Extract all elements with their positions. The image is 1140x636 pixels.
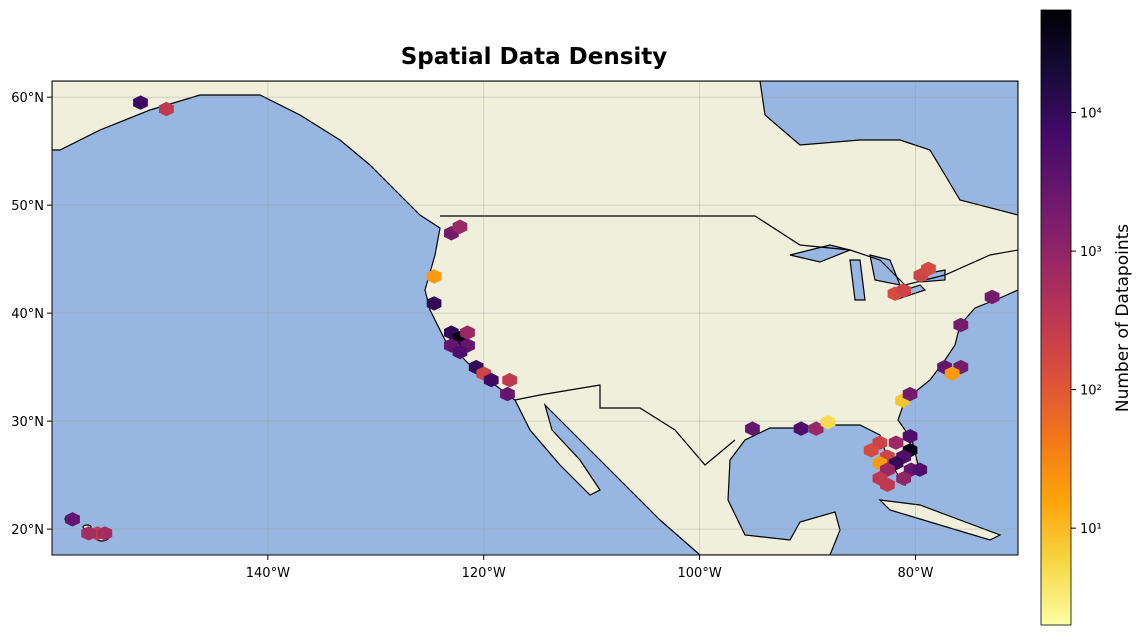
hexbin <box>896 283 911 298</box>
hexbin <box>452 219 468 234</box>
x-tick-label: 140°W <box>246 566 290 581</box>
hexbin <box>460 325 475 340</box>
x-tick-label: 100°W <box>678 566 722 581</box>
hexbin <box>888 435 904 450</box>
hexbin <box>944 366 960 381</box>
chart-title: Spatial Data Density <box>401 44 668 70</box>
hexbin <box>896 471 911 486</box>
colorbar-tick-label: 10⁴ <box>1080 107 1102 122</box>
hexbin <box>902 429 918 444</box>
hudson-bay <box>759 81 1018 216</box>
hexbin <box>133 95 148 110</box>
y-tick-label: 40°N <box>11 307 44 322</box>
hexbin <box>483 372 499 388</box>
hexbin <box>912 462 928 477</box>
hexbin <box>745 421 760 436</box>
x-tick-label: 120°W <box>462 566 506 581</box>
hexbin <box>97 526 113 541</box>
map <box>52 81 1018 555</box>
hexbin <box>820 415 836 430</box>
hexbin <box>81 526 97 541</box>
hexbin <box>500 386 515 402</box>
hexbin <box>793 421 809 436</box>
hexbin <box>426 269 442 284</box>
colorbar-tick-label: 10¹ <box>1080 522 1102 537</box>
lake <box>849 259 866 301</box>
y-tick-label: 50°N <box>11 199 44 214</box>
hexbin <box>808 421 824 436</box>
cuba <box>878 499 1002 541</box>
y-tick-label: 30°N <box>11 415 44 430</box>
colorbar-label: Number of Datapoints <box>1113 224 1133 412</box>
land <box>52 81 1018 555</box>
hexbin <box>65 512 80 527</box>
map-frame <box>51 80 1019 556</box>
colorbar <box>1040 9 1072 626</box>
hexbin <box>502 372 517 388</box>
hexbin <box>921 261 936 277</box>
colorbar-tick-label: 10² <box>1080 384 1102 399</box>
hexbin <box>880 477 895 492</box>
y-tick-label: 60°N <box>11 91 44 106</box>
border <box>440 215 1018 286</box>
colorbar-tick-label: 10³ <box>1080 245 1102 260</box>
hexbin <box>159 101 174 117</box>
x-tick-label: 80°W <box>898 566 934 581</box>
hexbin <box>953 317 969 333</box>
border <box>514 384 736 466</box>
hexbin <box>452 344 468 360</box>
hexbin <box>863 443 879 458</box>
hexbin <box>984 289 1000 305</box>
y-tick-label: 20°N <box>11 523 44 538</box>
hexbin <box>902 386 918 402</box>
hexbin <box>426 296 442 311</box>
